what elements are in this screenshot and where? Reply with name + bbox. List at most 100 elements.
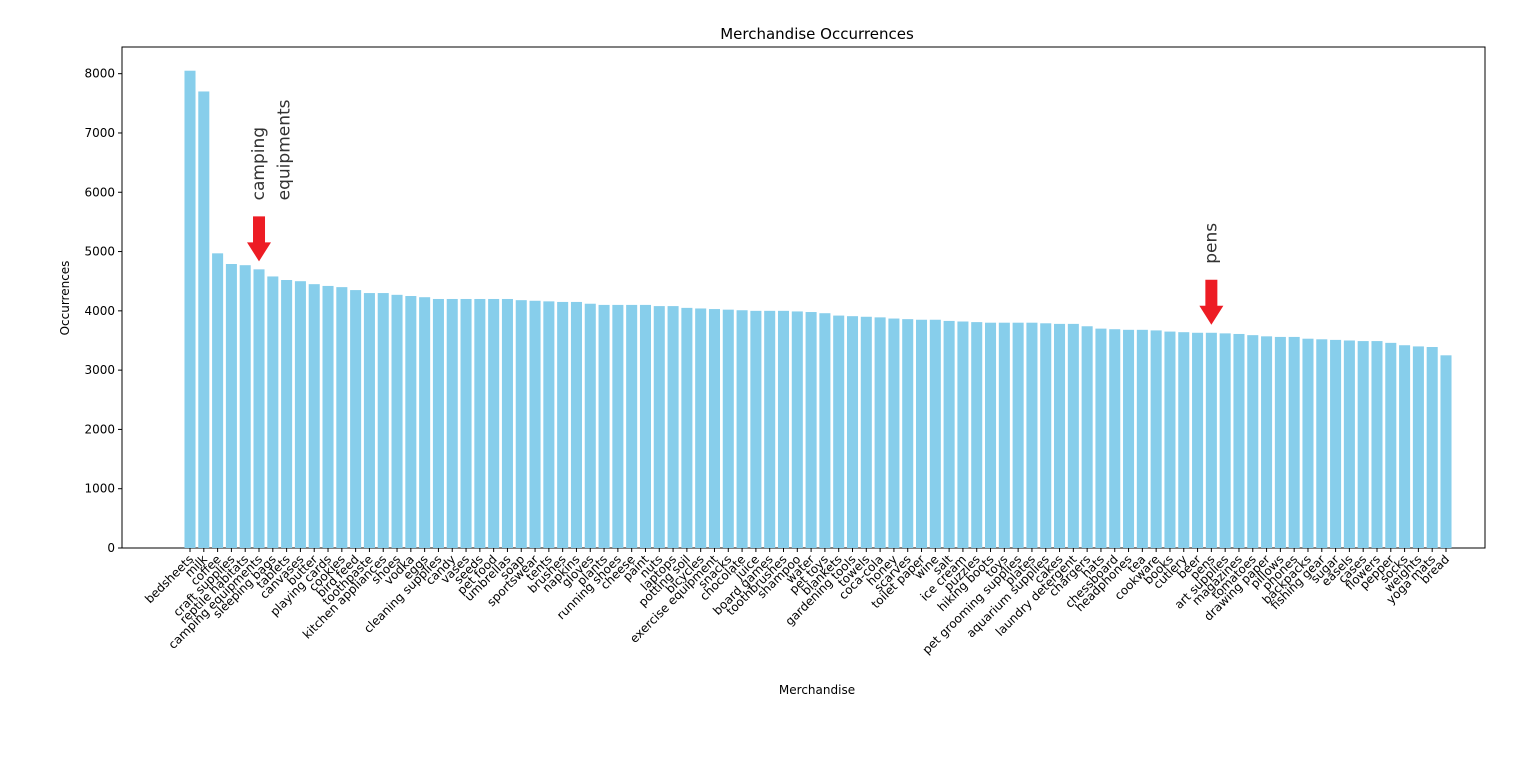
- bar: [239, 265, 251, 548]
- bar: [336, 287, 348, 548]
- bar: [1302, 338, 1314, 548]
- bar: [1081, 326, 1093, 548]
- bar: [819, 313, 831, 548]
- bar: [253, 269, 265, 548]
- y-tick-label: 2000: [84, 422, 115, 436]
- bar: [1288, 336, 1300, 548]
- bar: [1357, 341, 1369, 548]
- bar: [363, 293, 375, 548]
- bar: [1164, 331, 1176, 548]
- bar: [943, 320, 955, 548]
- bar: [584, 303, 596, 548]
- bar: [1040, 323, 1052, 548]
- bar: [1026, 322, 1038, 548]
- annotation-line: camping: [249, 127, 269, 200]
- bar: [308, 284, 320, 548]
- y-tick-label: 4000: [84, 304, 115, 318]
- bar: [1261, 336, 1273, 548]
- bar: [281, 280, 293, 548]
- bar: [391, 294, 403, 548]
- bar: [1067, 323, 1079, 548]
- bar: [846, 316, 859, 548]
- bar: [736, 310, 748, 548]
- bar: [557, 301, 569, 548]
- bar: [419, 297, 431, 548]
- bar: [598, 304, 610, 548]
- bar: [474, 298, 486, 548]
- bar: [902, 319, 914, 548]
- bar: [1247, 335, 1259, 548]
- bar: [322, 285, 334, 548]
- bar: [543, 301, 555, 548]
- bar: [985, 322, 997, 548]
- bar: [501, 298, 513, 548]
- bar: [833, 315, 845, 548]
- annotation-line: equipments: [275, 99, 295, 200]
- bar: [1192, 332, 1204, 548]
- annotation-text: camping equipments: [249, 99, 295, 200]
- x-axis-label: Merchandise: [779, 683, 855, 697]
- bar: [488, 298, 500, 548]
- bar: [267, 276, 279, 548]
- bar: [212, 253, 224, 549]
- bar: [1371, 341, 1383, 548]
- bar: [1136, 329, 1148, 548]
- bar: [294, 281, 306, 548]
- bar: [667, 306, 679, 548]
- bar: [460, 298, 472, 548]
- bar: [1205, 332, 1217, 548]
- bar: [957, 321, 969, 548]
- bar: [1012, 322, 1024, 548]
- bar: [1123, 329, 1135, 548]
- bar: [653, 306, 665, 548]
- bar: [1150, 330, 1162, 548]
- bar: [888, 318, 900, 548]
- bar: [681, 307, 693, 548]
- bar: [1316, 339, 1328, 548]
- bar: [1109, 329, 1121, 548]
- bar: [225, 264, 237, 548]
- bar: [750, 310, 762, 548]
- bar: [639, 304, 651, 548]
- bar: [432, 298, 444, 548]
- bar: [929, 319, 941, 548]
- y-tick-label: 3000: [84, 363, 115, 377]
- bar: [1399, 345, 1411, 548]
- bar: [1274, 336, 1286, 548]
- bar: [1095, 328, 1107, 548]
- bar: [1233, 333, 1245, 548]
- annotation-line: pens: [1201, 223, 1221, 264]
- bar: [1385, 342, 1397, 548]
- y-axis-label: Occurrences: [58, 261, 72, 336]
- bar: [377, 293, 389, 548]
- bar: [1178, 332, 1190, 548]
- bar: [764, 310, 776, 548]
- bar: [722, 309, 734, 548]
- bar: [708, 309, 721, 548]
- bar: [515, 300, 527, 548]
- y-tick-label: 8000: [84, 67, 115, 81]
- y-tick-label: 1000: [84, 482, 115, 496]
- bar: [350, 290, 362, 548]
- bar: [791, 311, 803, 548]
- bar: [1426, 347, 1438, 548]
- plot-area: [121, 46, 1486, 549]
- bar: [971, 322, 983, 548]
- bar: [1330, 339, 1342, 548]
- y-tick-label: 0: [107, 541, 115, 555]
- bar: [1343, 340, 1355, 548]
- bar: [198, 91, 210, 548]
- bar: [626, 304, 638, 548]
- y-tick-label: 7000: [84, 126, 115, 140]
- y-tick-label: 5000: [84, 245, 115, 259]
- bar: [695, 308, 707, 548]
- annotation-arrow: [1199, 279, 1224, 325]
- bar: [612, 304, 624, 548]
- chart-title: Merchandise Occurrences: [720, 25, 914, 43]
- bar: [405, 296, 417, 548]
- bar: [915, 319, 928, 548]
- bar: [874, 317, 886, 548]
- bar: [860, 316, 872, 548]
- y-tick-label: 6000: [84, 185, 115, 199]
